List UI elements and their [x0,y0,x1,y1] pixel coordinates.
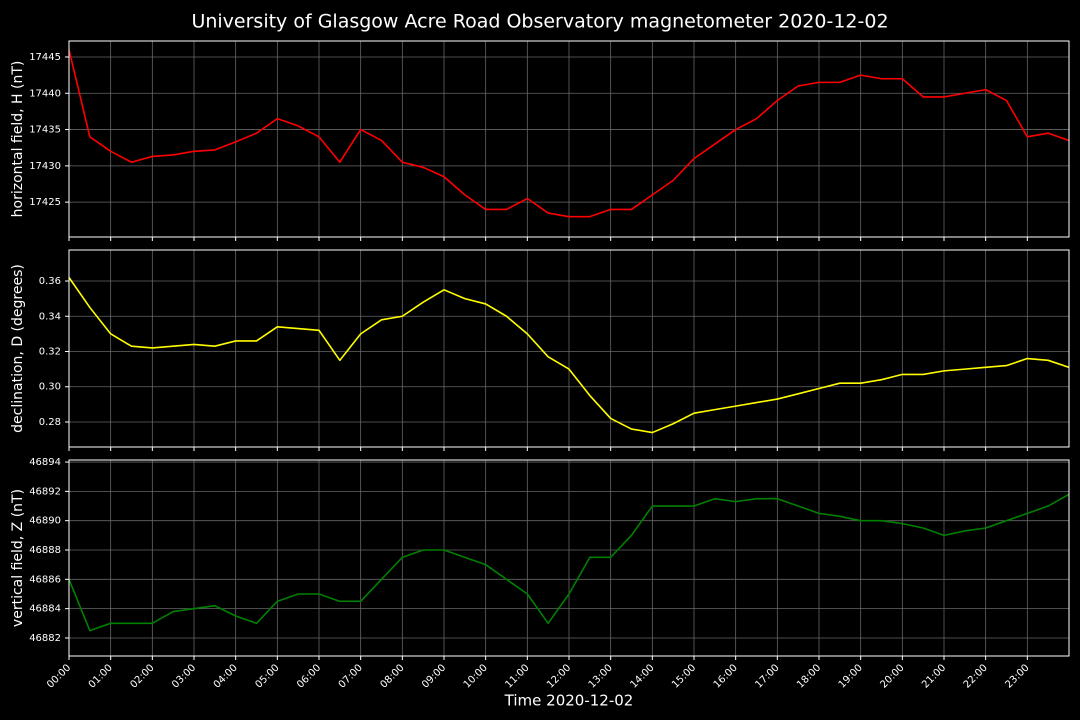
y-tick-label: 46890 [29,516,61,527]
x-tick-label: 16:00 [712,662,740,690]
x-tick-label: 09:00 [420,662,448,690]
x-tick-label: 15:00 [670,662,698,690]
y-tick-label: 17425 [29,197,61,208]
x-tick-label: 13:00 [587,662,615,690]
plot-frame [68,249,1070,448]
plot-frame [68,459,1070,657]
x-tick-label: 21:00 [920,662,948,690]
y-axis-label: declination, D (degrees) [10,264,26,433]
x-tick-label: 10:00 [462,662,490,690]
data-line [68,49,1070,218]
x-tick-label: 04:00 [212,662,240,690]
y-tick-label: 17440 [29,88,61,99]
plot-frame [68,40,1070,238]
y-tick-label: 0.32 [39,346,61,357]
x-axis-label: Time 2020-12-02 [504,692,634,710]
data-line [68,277,1070,434]
y-tick-label: 46888 [29,545,61,556]
x-tick-label: 03:00 [170,662,198,690]
y-tick-label: 46884 [29,604,61,615]
y-tick-label: 17445 [29,52,61,63]
x-tick-label: 05:00 [253,662,281,690]
x-tick-label: 07:00 [337,662,365,690]
y-tick-label: 46894 [29,457,61,468]
y-axis-label: vertical field, Z (nT) [10,489,26,627]
x-tick-label: 11:00 [503,662,531,690]
y-axis-label: horizontal field, H (nT) [10,61,26,218]
x-tick-label: 06:00 [295,662,323,690]
x-tick-label: 23:00 [1003,662,1031,690]
x-tick-label: 02:00 [128,662,156,690]
x-tick-label: 12:00 [545,662,573,690]
x-tick-label: 01:00 [87,662,115,690]
x-tick-label: 08:00 [378,662,406,690]
x-tick-label: 18:00 [795,662,823,690]
y-tick-label: 0.34 [39,311,61,322]
y-tick-label: 46886 [29,574,61,585]
y-tick-label: 17430 [29,161,61,172]
y-tick-label: 0.28 [39,417,61,428]
x-tick-label: 19:00 [837,662,865,690]
x-tick-label: 22:00 [962,662,990,690]
y-tick-label: 17435 [29,125,61,136]
y-tick-label: 0.36 [39,276,61,287]
y-tick-label: 0.30 [39,382,61,393]
x-tick-label: 00:00 [45,662,73,690]
x-tick-label: 17:00 [753,662,781,690]
y-tick-label: 46892 [29,486,61,497]
x-tick-label: 20:00 [878,662,906,690]
data-line [68,493,1070,632]
chart-title: University of Glasgow Acre Road Observat… [191,11,888,33]
x-tick-label: 14:00 [628,662,656,690]
y-tick-label: 46882 [29,633,61,644]
